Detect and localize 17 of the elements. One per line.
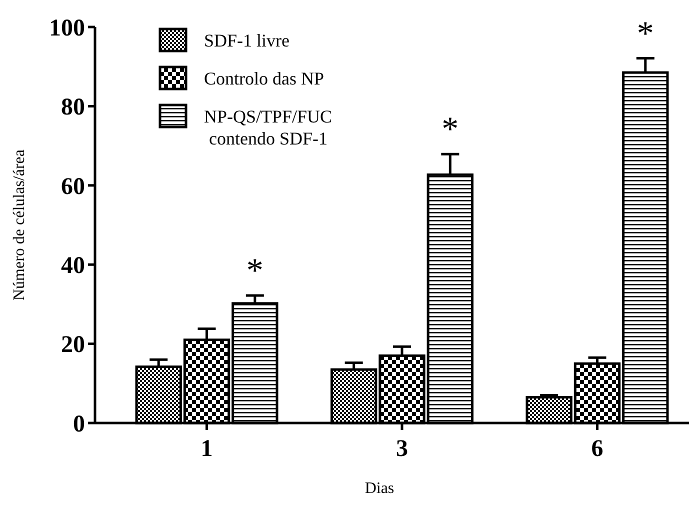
y-tick-label: 0 xyxy=(73,411,85,438)
x-axis-title: Dias xyxy=(364,480,394,497)
legend-label: NP-QS/TPF/FUC contendo SDF-1 xyxy=(204,106,332,148)
y-tick-label: 20 xyxy=(61,332,85,358)
y-tick-label: 100 xyxy=(49,15,85,42)
x-tick-label: 1 xyxy=(200,436,213,462)
x-tick-label: 6 xyxy=(591,436,604,462)
annotation: * xyxy=(246,252,264,290)
annotation: * xyxy=(442,111,459,148)
y-tick-label: 60 xyxy=(61,174,85,200)
y-tick-label: 40 xyxy=(61,253,85,279)
y-axis-title: Número de células/área xyxy=(11,149,28,301)
x-tick-label: 3 xyxy=(396,436,408,462)
legend-label: Controlo das NP xyxy=(204,68,324,88)
legend-label: SDF-1 livre xyxy=(204,30,290,50)
y-tick-label: 80 xyxy=(61,94,85,121)
annotation: * xyxy=(636,15,654,52)
